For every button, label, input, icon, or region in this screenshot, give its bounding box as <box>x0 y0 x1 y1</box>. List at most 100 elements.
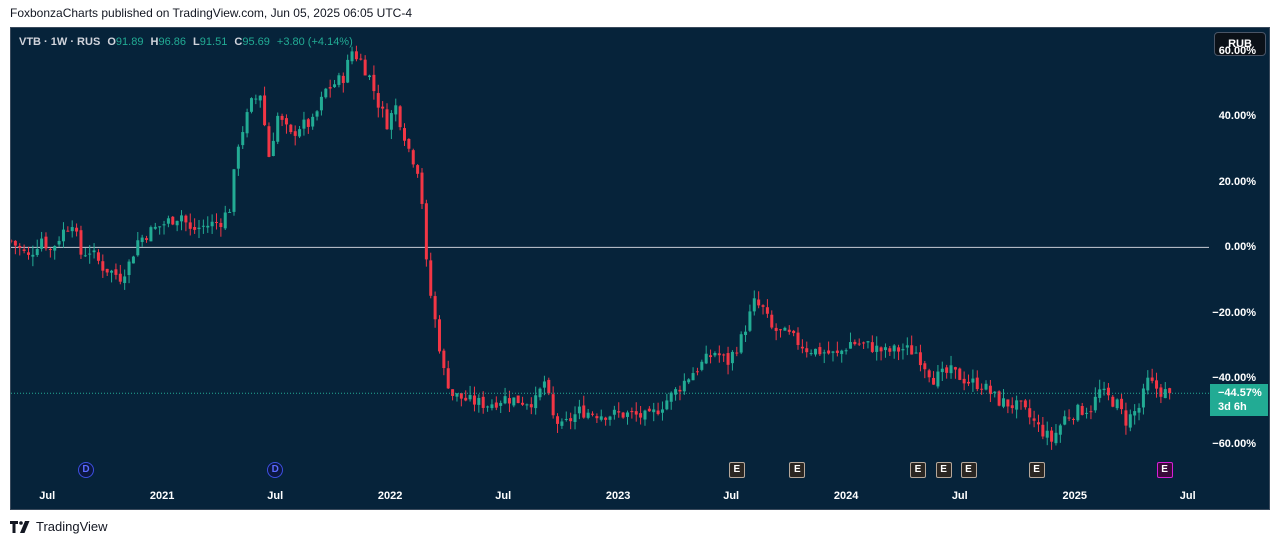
candle-body <box>280 115 284 120</box>
candle-body <box>70 227 74 232</box>
candle-body <box>267 126 271 157</box>
earnings-marker[interactable]: E <box>1028 462 1045 478</box>
candle-body <box>228 211 232 213</box>
price-chart-svg <box>11 45 1209 450</box>
candle-body <box>757 299 761 306</box>
candle-body <box>350 51 354 62</box>
candle-body <box>971 378 975 383</box>
candle-body <box>341 75 345 83</box>
candle-body <box>726 353 730 365</box>
candle-body <box>193 226 197 230</box>
candle-body <box>13 240 17 246</box>
currency-button[interactable]: RUB <box>1214 32 1266 56</box>
candle-body <box>442 350 446 369</box>
candle-body <box>892 345 896 352</box>
candle-body <box>617 411 621 413</box>
candle-body <box>57 240 61 245</box>
candle-body <box>1115 399 1119 409</box>
candle-body <box>61 229 65 242</box>
candle-body <box>11 240 13 242</box>
candle-body <box>1163 389 1167 399</box>
candle-body <box>879 347 883 352</box>
candle-body <box>236 146 240 169</box>
candle-body <box>188 222 192 229</box>
candle-body <box>630 411 634 413</box>
candle-body <box>521 402 525 405</box>
candle-body <box>1146 377 1150 391</box>
earnings-marker[interactable]: E <box>935 462 952 478</box>
candle-body <box>123 276 127 284</box>
candle-body <box>529 404 533 408</box>
earnings-marker[interactable]: E <box>909 462 926 478</box>
candle-body <box>302 119 306 129</box>
candle-body <box>333 84 337 88</box>
candle-body <box>1058 425 1062 435</box>
candle-body <box>232 169 236 212</box>
candle-body <box>424 203 428 260</box>
candle-body <box>407 138 411 149</box>
y-tick-label: −20.00% <box>1212 306 1256 319</box>
candle-body <box>988 385 992 395</box>
candle-body <box>1141 388 1145 408</box>
candle-body <box>660 409 664 413</box>
candle-body <box>831 351 835 353</box>
candle-body <box>945 367 949 373</box>
candle-body <box>818 347 822 355</box>
candle-body <box>647 408 651 412</box>
x-tick-label: Jul <box>1179 490 1196 502</box>
candle-body <box>372 74 376 92</box>
candle-body <box>652 409 656 413</box>
candle-body <box>92 250 96 253</box>
candle-body <box>993 391 997 393</box>
last-price-value: −44.57% <box>1218 387 1262 400</box>
candle-body <box>166 218 170 224</box>
upcoming-earnings-marker[interactable]: E <box>1156 462 1173 478</box>
dividend-marker[interactable]: D <box>77 462 94 478</box>
candle-body <box>507 398 511 404</box>
dividend-marker[interactable]: D <box>267 462 284 478</box>
candle-body <box>905 345 909 348</box>
candle-body <box>429 260 433 296</box>
candle-body <box>573 414 577 422</box>
candle-body <box>289 124 293 133</box>
candle-body <box>368 75 372 78</box>
earnings-marker[interactable]: E <box>728 462 745 478</box>
candle-body <box>901 349 905 351</box>
candle-body <box>1137 407 1141 413</box>
candle-body <box>1155 380 1159 389</box>
candle-body <box>608 416 612 420</box>
candle-body <box>101 261 105 271</box>
candle-body <box>704 353 708 364</box>
earnings-marker[interactable]: E <box>789 462 806 478</box>
candle-body <box>625 412 629 417</box>
candle-body <box>940 368 944 373</box>
candle-body <box>1076 404 1080 421</box>
close-label: C <box>234 36 243 48</box>
candle-body <box>354 51 358 60</box>
candle-body <box>1080 406 1084 415</box>
chart-pane[interactable]: VTB · 1W · RUS O91.89 H96.86 L91.51 C95.… <box>10 27 1270 510</box>
candle-body <box>975 377 979 390</box>
candle-body <box>621 412 625 418</box>
low-label: L <box>193 36 200 48</box>
candle-body <box>1002 398 1006 407</box>
candle-body <box>599 416 603 420</box>
candle-body <box>1102 388 1106 391</box>
candle-body <box>770 314 774 328</box>
tradingview-logo: TradingView <box>10 519 108 534</box>
candle-body <box>389 113 393 130</box>
candle-body <box>516 395 520 404</box>
candle-body <box>739 334 743 353</box>
candle-body <box>730 351 734 364</box>
candle-body <box>1019 400 1023 402</box>
candle-body <box>862 342 866 344</box>
x-tick-label: Jul <box>723 490 740 502</box>
candle-body <box>774 327 778 331</box>
candle-body <box>1023 400 1027 408</box>
x-tick-label: 2022 <box>377 490 403 502</box>
candle-body <box>337 75 341 85</box>
candle-body <box>1168 388 1172 394</box>
candle-body <box>691 373 695 381</box>
candle-body <box>311 116 315 127</box>
earnings-marker[interactable]: E <box>960 462 977 478</box>
